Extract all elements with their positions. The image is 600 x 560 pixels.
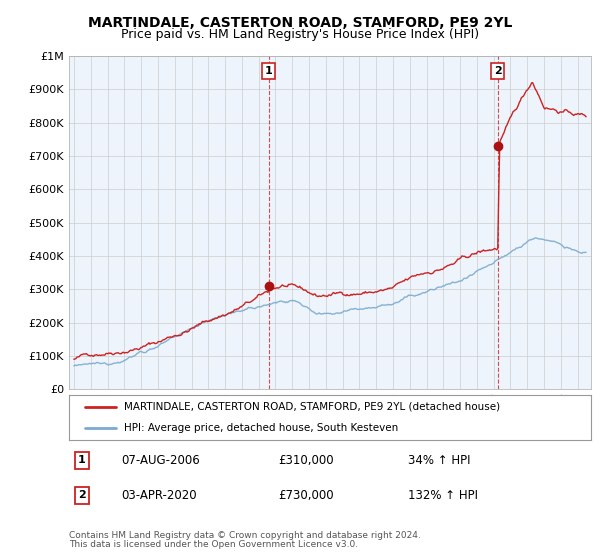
Text: 34% ↑ HPI: 34% ↑ HPI: [409, 454, 471, 467]
Text: Price paid vs. HM Land Registry's House Price Index (HPI): Price paid vs. HM Land Registry's House …: [121, 28, 479, 41]
Text: 2: 2: [494, 66, 502, 76]
Text: 1: 1: [78, 455, 86, 465]
Text: 2: 2: [78, 490, 86, 500]
Text: 03-APR-2020: 03-APR-2020: [121, 489, 197, 502]
Text: £730,000: £730,000: [278, 489, 334, 502]
Text: Contains HM Land Registry data © Crown copyright and database right 2024.: Contains HM Land Registry data © Crown c…: [69, 531, 421, 540]
Text: HPI: Average price, detached house, South Kesteven: HPI: Average price, detached house, Sout…: [124, 422, 398, 432]
Text: MARTINDALE, CASTERTON ROAD, STAMFORD, PE9 2YL: MARTINDALE, CASTERTON ROAD, STAMFORD, PE…: [88, 16, 512, 30]
Text: This data is licensed under the Open Government Licence v3.0.: This data is licensed under the Open Gov…: [69, 540, 358, 549]
Text: MARTINDALE, CASTERTON ROAD, STAMFORD, PE9 2YL (detached house): MARTINDALE, CASTERTON ROAD, STAMFORD, PE…: [124, 402, 500, 412]
Text: 132% ↑ HPI: 132% ↑ HPI: [409, 489, 478, 502]
Text: £310,000: £310,000: [278, 454, 334, 467]
Text: 1: 1: [265, 66, 272, 76]
Text: 07-AUG-2006: 07-AUG-2006: [121, 454, 200, 467]
